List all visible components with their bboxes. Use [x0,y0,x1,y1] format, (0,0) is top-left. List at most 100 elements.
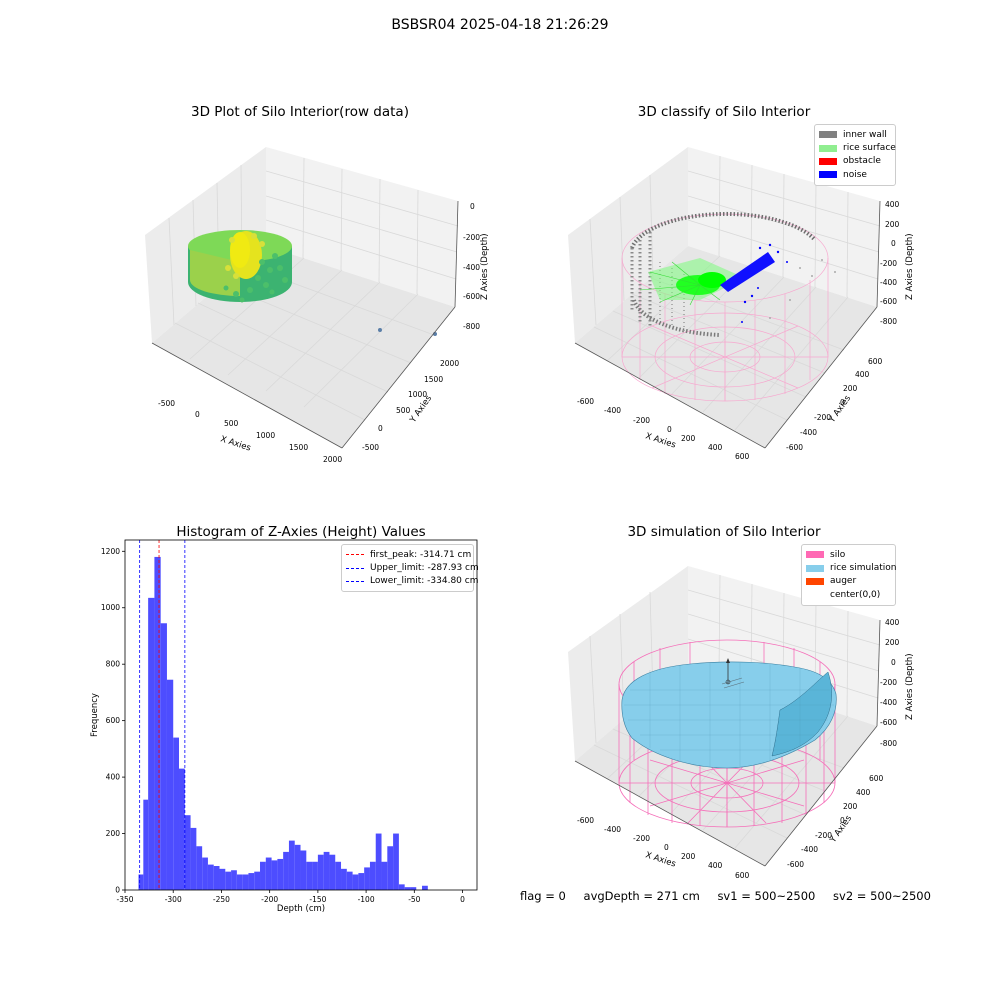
lower-limit-line-swatch [346,580,364,582]
sv2-value: sv2 = 500~2500 [833,889,931,903]
noise-swatch [819,171,837,179]
simulation-plot-title: 3D simulation of Silo Interior [627,524,821,540]
histogram-reference-lines [139,540,186,890]
x-tick-label: -500 [158,399,175,408]
y-tick-label: 1500 [424,375,443,384]
classify-plot-title: 3D classify of Silo Interior [637,104,811,120]
legend-item: silo [806,548,890,561]
raw-plot-title: 3D Plot of Silo Interior(row data) [191,104,409,120]
legend-item: noise [819,168,890,181]
raw-point-cloud [188,230,292,303]
z-tick-label: -400 [880,698,897,707]
obstacle-swatch [819,157,837,165]
x-tick-label: 600 [735,871,750,880]
histogram-bar [271,860,278,890]
rice-simulation-swatch [806,564,824,572]
simulation-x-label: X Axies [644,850,677,869]
x-tick-label: -200 [261,895,278,904]
z-tick-label: 0 [470,202,475,211]
legend-label: auger [830,576,857,587]
histogram-bar [398,884,405,890]
y-tick-label: -200 [815,831,832,840]
x-tick-label: 200 [681,852,696,861]
flag-value: flag = 0 [520,889,566,903]
raw-x-label: X Axies [219,434,252,453]
z-tick-label: 400 [885,200,900,209]
legend-item: rice simulation [806,561,896,574]
y-tick-label: 1000 [101,603,120,612]
histogram-bar [283,851,289,890]
legend-item: Lower_limit: -334.80 cm [346,575,478,588]
legend-label: first_peak: -314.71 cm [370,549,472,560]
raw-outlier-point [378,328,382,332]
y-tick-label: 0 [115,886,120,895]
legend-item: first_peak: -314.71 cm [346,548,472,561]
histogram-bars [138,556,428,890]
raw-y-ticks: -500 0 500 1000 1500 2000 [362,359,459,452]
histogram-bar [323,851,330,890]
upper-limit-line-swatch [346,567,364,569]
raw-z-label: Z Axies (Depth) [480,233,490,300]
histogram-bar [294,844,301,890]
legend-item: auger [806,575,890,588]
legend-label: center(0,0) [830,589,881,600]
histogram-bar [375,833,382,890]
x-tick-label: 0 [667,425,672,434]
legend-label: obstacle [843,156,881,167]
x-tick-label: -400 [604,825,621,834]
z-tick-label: -800 [880,317,897,326]
x-tick-label: 0 [460,895,465,904]
x-tick-label: 500 [224,419,239,428]
histogram-bar [341,868,347,890]
x-tick-label: -300 [165,895,182,904]
histogram-legend: first_peak: -314.71 cm Upper_limit: -287… [341,544,479,593]
histogram-bar [166,679,174,890]
z-tick-label: -200 [880,259,897,268]
legend-item: rice surface [819,141,896,154]
classify-3d-plot: -600 -400 -200 0 200 400 600 -600 -400 -… [568,147,915,461]
raw-3d-plot: -500 0 500 1000 1500 2000 -500 0 500 100… [145,147,490,464]
histogram-bar [248,873,255,890]
histogram-bar [329,854,336,890]
y-tick-label: 200 [106,829,121,838]
histogram-y-label: Frequency [90,693,100,737]
x-tick-label: -150 [309,895,326,904]
rice-surface-swatch [819,144,837,152]
y-tick-label: 400 [106,773,121,782]
histogram-chart: -350 -300 -250 -200 -150 -100 -50 0 0 200 400 600 8… [90,539,478,914]
y-tick-label: 400 [855,370,870,379]
legend-item: obstacle [819,155,890,168]
histogram-plot-frame [124,539,478,891]
y-tick-label: -600 [787,860,804,869]
histogram-bar [288,840,295,890]
y-tick-label: 1000 [408,390,427,399]
histogram-y-ticks: 0 200 400 600 800 1000 1200 [101,547,125,895]
histogram-bar [190,827,197,890]
legend-label: silo [830,549,846,560]
x-tick-label: -400 [604,406,621,415]
x-tick-label: -200 [633,834,650,843]
z-tick-label: 400 [885,618,900,627]
histogram-bar [335,861,342,890]
z-tick-label: -800 [463,322,480,331]
histogram-bar [138,874,144,890]
histogram-bar [352,874,359,890]
legend-label: Upper_limit: -287.93 cm [370,563,479,574]
histogram-bar [219,868,226,890]
histogram-bar [306,861,313,890]
histogram-bar [410,887,417,890]
z-tick-label: -400 [880,278,897,287]
legend-item: center(0,0) [806,588,890,601]
legend-label: inner wall [843,129,887,140]
histogram-bar [143,799,149,890]
y-tick-label: 1200 [101,547,120,556]
y-tick-label: -500 [362,443,379,452]
y-tick-label: 0 [840,398,845,407]
histogram-bar [265,857,272,890]
legend-label: noise [843,169,867,180]
legend-item: inner wall [819,128,890,141]
y-tick-label: -200 [814,413,831,422]
x-tick-label: 0 [664,843,669,852]
simulation-3d-plot: -600 -400 -200 0 200 400 600 -600 -400 -… [568,566,915,880]
z-tick-label: -200 [463,233,480,242]
